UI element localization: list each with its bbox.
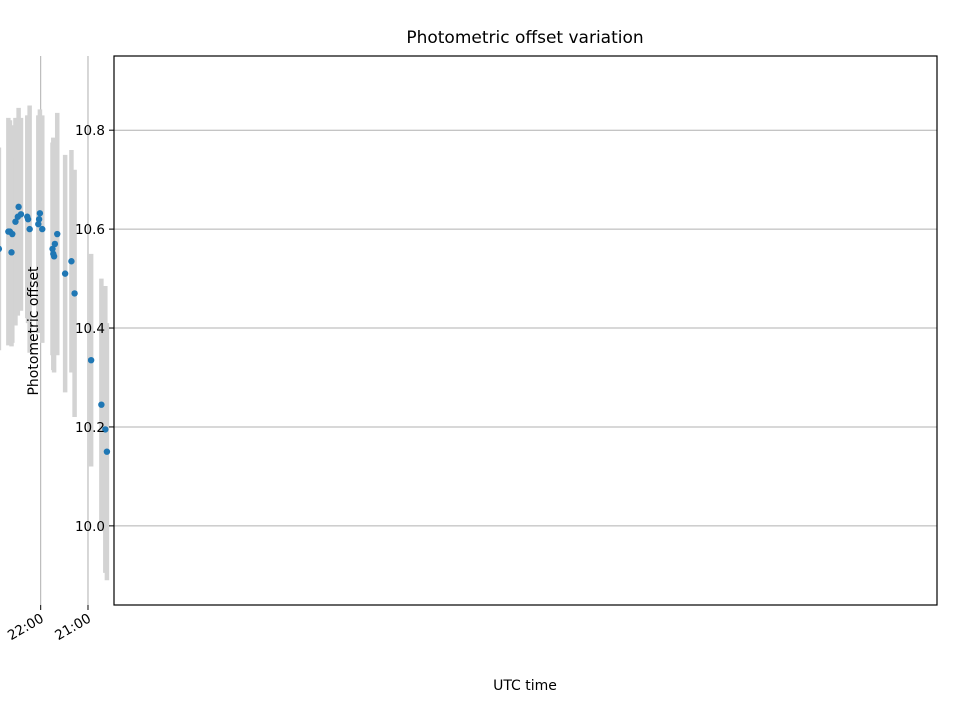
data-point [39, 225, 46, 233]
data-points [0, 203, 111, 455]
data-point [68, 258, 75, 265]
data-point [54, 230, 61, 238]
data-point [51, 240, 59, 248]
y-tick-label: 10.0 [75, 519, 105, 535]
y-tick-label: 10.4 [75, 321, 105, 337]
data-point [26, 225, 33, 233]
data-point [14, 213, 22, 220]
data-point [87, 356, 95, 364]
data-point [15, 203, 22, 211]
y-tick-label: 10.2 [75, 420, 105, 436]
y-tick-label: 10.6 [75, 222, 105, 238]
data-point [36, 210, 44, 217]
data-point [71, 290, 78, 297]
data-point [12, 218, 19, 225]
y-axis-ticks: 10.0 10.2 10.4 10.6 10.8 [75, 123, 114, 535]
data-point [49, 245, 56, 253]
plot-frame [113, 55, 938, 606]
data-point [102, 426, 109, 433]
data-point [24, 213, 31, 220]
y-tick-label: 10.8 [75, 123, 105, 139]
chart-title: Photometric offset variation [406, 28, 643, 48]
data-point [35, 220, 42, 228]
data-point [103, 448, 111, 455]
data-point [0, 245, 3, 252]
data-point [50, 250, 57, 258]
y-axis-label: Photometric offset [26, 266, 42, 396]
data-point [98, 401, 105, 408]
data-point [8, 249, 15, 256]
x-axis-label: UTC time [493, 678, 557, 694]
data-point [5, 228, 12, 235]
data-point [61, 270, 69, 277]
data-point [35, 216, 43, 223]
